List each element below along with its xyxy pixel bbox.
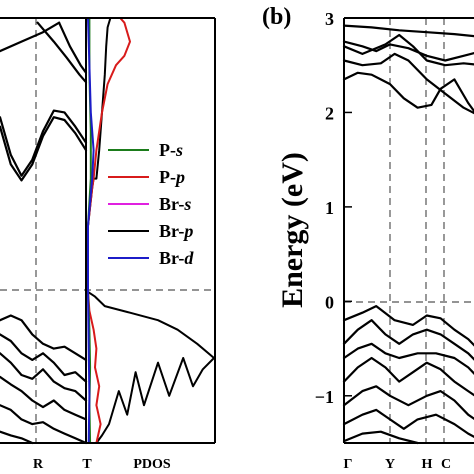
panel-b-x-tick-2: Y bbox=[385, 457, 395, 472]
panel-b-y-tick-label-4: 2 bbox=[325, 103, 334, 123]
panel-b-band-12 bbox=[342, 430, 419, 445]
panel-a-band-9 bbox=[0, 375, 88, 421]
legend-label-suffix-3: s bbox=[183, 194, 191, 214]
panel-a-frame bbox=[0, 17, 216, 444]
panel-b-band-10 bbox=[342, 385, 474, 420]
legend-label-5: Br-d bbox=[159, 248, 194, 268]
panel-a-x-tick-labels: R T PDOS bbox=[33, 457, 171, 472]
panel-b-bands bbox=[342, 24, 474, 445]
legend-label-3: Br-s bbox=[159, 194, 191, 214]
panel-b-y-ticks: −1 0 1 2 3 bbox=[315, 9, 352, 407]
panel-b-y-tick-label-1: −1 bbox=[315, 387, 334, 407]
panel-a-band-4 bbox=[0, 109, 88, 177]
panel-a: R T PDOS P-sP-pBr-sBr-pBr-d bbox=[0, 17, 216, 472]
panel-a-guides bbox=[0, 18, 215, 443]
panel-b-band-4 bbox=[342, 52, 474, 115]
panel-b-x-tick-4: C bbox=[441, 457, 451, 472]
panel-a-x-tick-1: R bbox=[33, 457, 44, 472]
panel-b-band-8 bbox=[342, 342, 474, 375]
panel-a-band-1 bbox=[0, 21, 61, 53]
legend-label-suffix-4: p bbox=[182, 221, 193, 241]
panel-b-band-11 bbox=[342, 408, 474, 439]
panel-a-band-11 bbox=[0, 430, 34, 445]
panel-a-band-10 bbox=[0, 404, 88, 445]
legend-label-2: P-p bbox=[159, 167, 185, 187]
panel-b-band-3 bbox=[342, 33, 474, 67]
panel-a-pdos bbox=[87, 17, 215, 444]
panel-b-band-5 bbox=[342, 71, 474, 113]
panel-a-x-tick-2: T bbox=[82, 457, 92, 472]
panel-b-label: (b) bbox=[262, 4, 291, 30]
legend-label-prefix-2: P- bbox=[159, 167, 176, 187]
panel-a-bands bbox=[0, 21, 88, 445]
legend-label-suffix-2: p bbox=[174, 167, 185, 187]
legend-label-4: Br-p bbox=[159, 221, 193, 241]
legend-label-suffix-1: s bbox=[175, 140, 183, 160]
panel-b-frame bbox=[343, 17, 474, 444]
legend-label-suffix-5: d bbox=[184, 248, 194, 268]
legend-label-prefix-3: Br- bbox=[159, 194, 184, 214]
pdos-curve-br-p bbox=[87, 17, 215, 444]
panel-a-band-7 bbox=[0, 333, 88, 383]
legend-label-prefix-1: P- bbox=[159, 140, 176, 160]
panel-b-band-9 bbox=[342, 356, 474, 397]
panel-b-y-axis-label: Energy (eV) bbox=[276, 152, 309, 308]
legend-label-1: P-s bbox=[159, 140, 183, 160]
panel-b-y-axis-title: Energy (eV) bbox=[276, 152, 309, 308]
panel-b-x-tick-3: H bbox=[422, 457, 433, 472]
panel-b-y-tick-label-2: 0 bbox=[325, 292, 334, 312]
panel-b-band-6 bbox=[342, 305, 474, 347]
panel-b-band-2 bbox=[342, 40, 474, 62]
legend-label-prefix-5: Br- bbox=[159, 248, 184, 268]
panel-a-band-8 bbox=[0, 352, 88, 402]
panel-b-y-tick-label-5: 3 bbox=[325, 9, 334, 29]
panel-a-band-2 bbox=[36, 21, 88, 84]
panel-a-band-5 bbox=[0, 116, 88, 182]
panel-a-legend: P-sP-pBr-sBr-pBr-d bbox=[108, 140, 194, 268]
panel-a-band-6 bbox=[0, 314, 88, 361]
panel-b-x-tick-1: Γ bbox=[344, 457, 353, 472]
panel-a-band-3 bbox=[58, 21, 88, 74]
legend-label-prefix-4: Br- bbox=[159, 221, 184, 241]
panel-b-y-tick-label-3: 1 bbox=[325, 198, 334, 218]
panel-b-band-1 bbox=[342, 24, 474, 38]
panel-b-band-7 bbox=[342, 319, 474, 361]
pdos-curve-br-d bbox=[87, 17, 95, 444]
panel-a-x-tick-3: PDOS bbox=[133, 457, 171, 472]
